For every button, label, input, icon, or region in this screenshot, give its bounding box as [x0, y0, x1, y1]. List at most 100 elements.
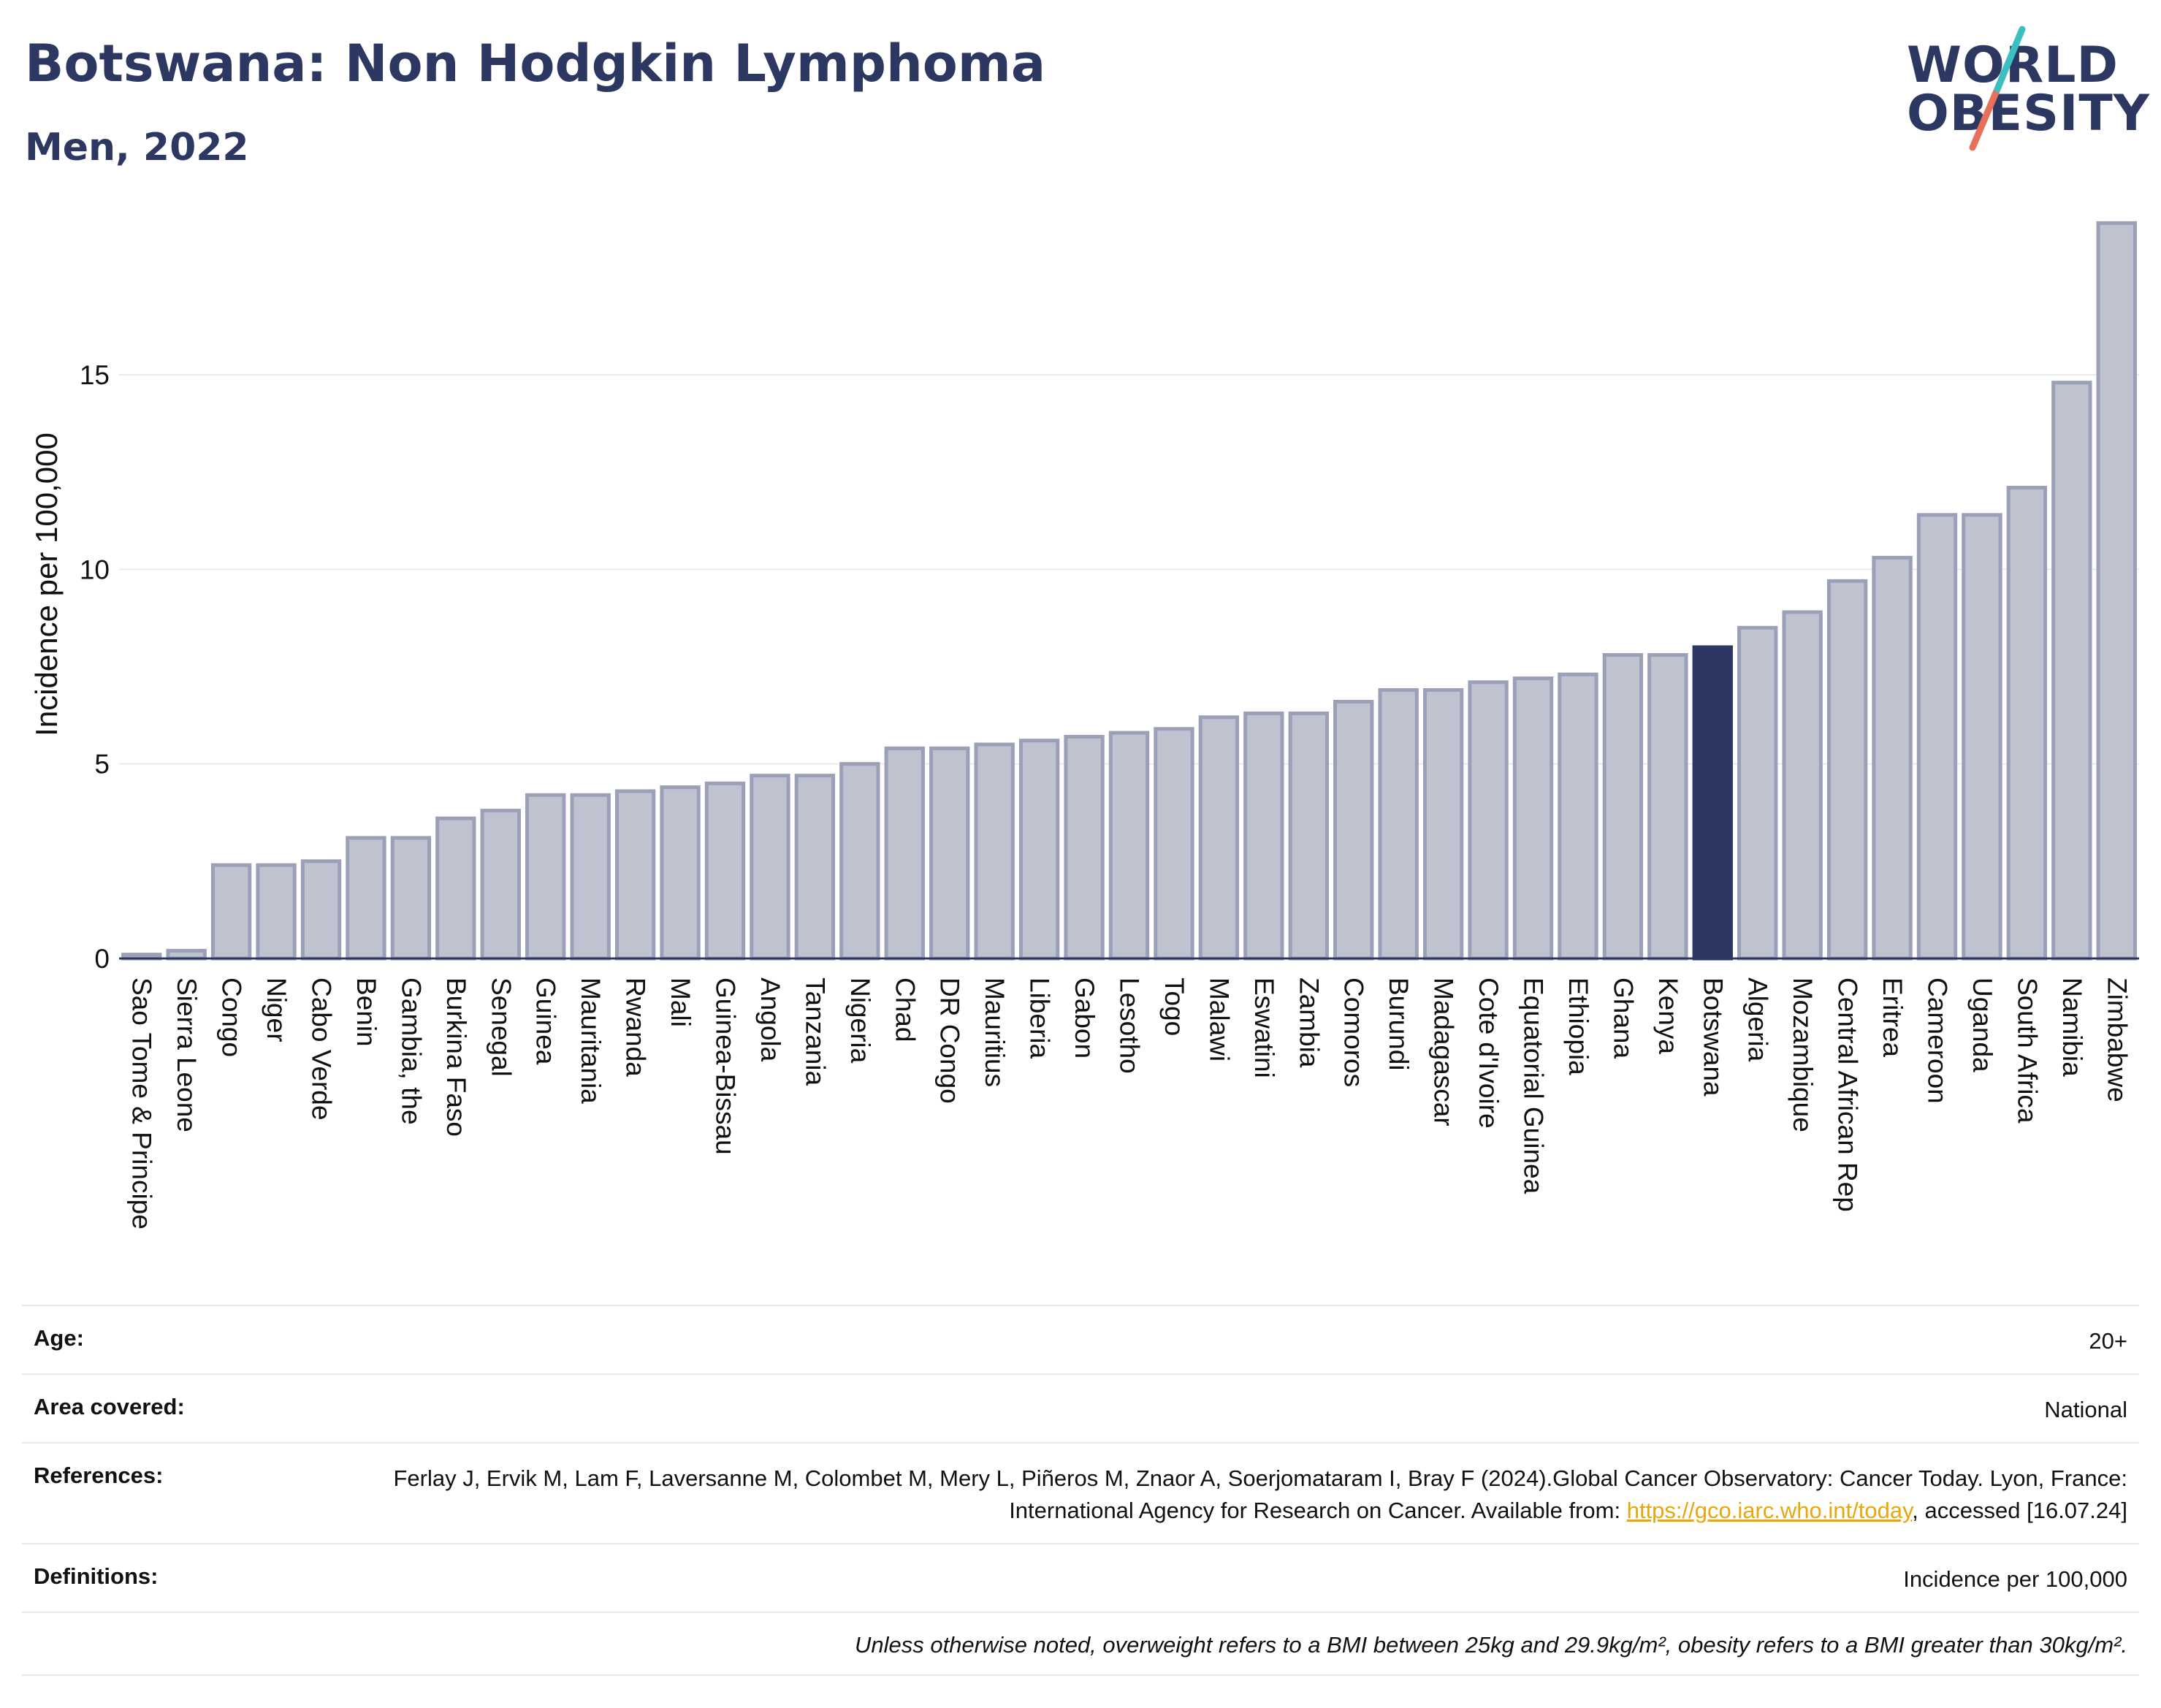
- metadata-table: Age: 20+ Area covered: National Referenc…: [22, 1305, 2139, 1676]
- bar-ghana: [1602, 653, 1644, 961]
- x-tick-label: Malawi: [1204, 977, 1234, 1061]
- bar-central-african-rep: [1826, 579, 1868, 961]
- x-tick-label: Burundi: [1384, 977, 1414, 1071]
- bar-benin: [346, 836, 386, 961]
- x-tick-label: Eritrea: [1878, 977, 1907, 1057]
- x-tick-label: Togo: [1159, 977, 1189, 1036]
- x-tick-label: Mali: [666, 977, 695, 1027]
- x-tick-label: Cabo Verde: [307, 977, 337, 1120]
- x-tick-label: Madagascar: [1429, 977, 1459, 1126]
- area-value: National: [2044, 1397, 2127, 1422]
- meta-row-note: Unless otherwise noted, overweight refer…: [22, 1612, 2139, 1676]
- x-tick-label: Eswatini: [1249, 977, 1279, 1078]
- bar-chart: 0 5 10 15 Sao Tome & Principe Sierra Leone Co…: [29, 221, 2139, 1229]
- area-label: Area covered:: [34, 1394, 185, 1419]
- x-tick-label: Benin: [351, 977, 381, 1047]
- bar-senegal: [480, 809, 521, 961]
- x-tick-label: Sierra Leone: [172, 977, 202, 1132]
- references-accessed: , accessed [16.07.24]: [1912, 1498, 2127, 1523]
- y-tick-label: 0: [94, 944, 110, 974]
- bar-equatorial-guinea: [1512, 676, 1554, 961]
- bar-niger: [256, 863, 297, 961]
- age-value: 20+: [2089, 1328, 2127, 1354]
- x-tick-label: Zimbabwe: [2102, 977, 2132, 1102]
- bar-gambia-the: [390, 836, 432, 961]
- bar-cameroon: [1916, 513, 1958, 961]
- bar-mozambique: [1782, 610, 1823, 961]
- meta-row-age: Age: 20+: [22, 1305, 2139, 1373]
- x-tick-label: Mauritius: [980, 977, 1010, 1087]
- bar-sierra-leone: [166, 948, 207, 961]
- bar-rwanda: [614, 789, 656, 961]
- x-tick-label: Liberia: [1025, 977, 1055, 1059]
- meta-row-definitions: Definitions: Incidence per 100,000: [22, 1543, 2139, 1612]
- x-tick-label: Guinea-Bissau: [711, 977, 741, 1155]
- x-tick-label: Senegal: [486, 977, 516, 1077]
- bar-liberia: [1018, 739, 1060, 961]
- x-tick-label: Ghana: [1608, 977, 1638, 1059]
- x-tick-label: Uganda: [1967, 977, 1997, 1072]
- y-tick-label: 15: [80, 360, 110, 390]
- x-tick-label: Mauritania: [576, 977, 606, 1104]
- bar-zambia: [1288, 711, 1329, 961]
- x-tick-label: Mozambique: [1788, 977, 1818, 1132]
- bar-gabon: [1064, 734, 1105, 961]
- y-tick-label: 5: [94, 750, 110, 779]
- bmi-note: Unless otherwise noted, overweight refer…: [854, 1632, 2127, 1658]
- bar-mauritania: [570, 793, 611, 961]
- x-axis-labels: Sao Tome & Principe Sierra Leone Congo Nige…: [127, 977, 2133, 1229]
- references-link[interactable]: https://gco.iarc.who.int/today: [1626, 1498, 1913, 1523]
- x-tick-label: Sao Tome & Principe: [127, 977, 157, 1229]
- x-tick-label: Burkina Faso: [441, 977, 471, 1137]
- x-tick-label: Rwanda: [621, 977, 651, 1077]
- bar-namibia: [2051, 381, 2092, 961]
- x-tick-label: Angola: [755, 977, 785, 1062]
- logo-slash-icon: [1969, 26, 2026, 151]
- x-tick-label: Ethiopia: [1563, 977, 1593, 1075]
- bar-dr-congo: [929, 746, 970, 961]
- x-tick-label: Niger: [262, 977, 291, 1042]
- chart-subtitle: Men, 2022: [25, 126, 249, 169]
- bar-togo: [1154, 727, 1194, 961]
- x-tick-label: Cameroon: [1923, 977, 1953, 1104]
- y-tick-label: 10: [80, 554, 110, 584]
- meta-row-references: References: Ferlay J, Ervik M, Lam F, La…: [22, 1442, 2139, 1543]
- bar-guinea-bissau: [704, 781, 746, 961]
- bar-south-africa: [2006, 486, 2048, 961]
- bar-mali: [660, 785, 701, 961]
- bars: [121, 221, 2137, 961]
- bar-zimbabwe: [2096, 221, 2137, 961]
- bar-lesotho: [1108, 731, 1150, 961]
- bar-chad: [884, 746, 925, 961]
- bar-congo: [210, 863, 252, 961]
- bar-comoros: [1333, 699, 1374, 961]
- x-tick-label: South Africa: [2012, 977, 2042, 1124]
- x-tick-label: Chad: [890, 977, 920, 1042]
- bar-cabo-verde: [300, 859, 342, 961]
- x-tick-label: Cote d'Ivoire: [1474, 977, 1503, 1129]
- bar-kenya: [1647, 653, 1688, 961]
- x-tick-label: Central African Rep: [1833, 977, 1863, 1212]
- x-tick-label: Nigeria: [845, 977, 875, 1064]
- bar-botswana: [1692, 645, 1733, 961]
- age-label: Age:: [34, 1325, 84, 1351]
- references-label: References:: [34, 1463, 164, 1488]
- bar-madagascar: [1422, 687, 1464, 961]
- bar-mauritius: [974, 742, 1015, 961]
- bar-burundi: [1378, 687, 1419, 961]
- x-tick-label: Botswana: [1698, 977, 1728, 1097]
- x-tick-label: Kenya: [1653, 977, 1683, 1054]
- x-tick-label: Comoros: [1339, 977, 1369, 1087]
- y-axis-ticks: 0 5 10 15: [80, 360, 110, 974]
- x-tick-label: Zambia: [1294, 977, 1324, 1068]
- definitions-value: Incidence per 100,000: [1903, 1566, 2127, 1592]
- chart-title: Botswana: Non Hodgkin Lymphoma: [25, 34, 1046, 94]
- bar-eswatini: [1243, 711, 1284, 961]
- x-tick-label: Lesotho: [1115, 977, 1145, 1074]
- x-tick-label: Guinea: [531, 977, 561, 1065]
- x-tick-label: Congo: [217, 977, 247, 1057]
- bar-burkina-faso: [435, 816, 476, 961]
- x-tick-label: Namibia: [2057, 977, 2087, 1077]
- bar-ethiopia: [1558, 672, 1598, 961]
- bar-algeria: [1737, 625, 1778, 961]
